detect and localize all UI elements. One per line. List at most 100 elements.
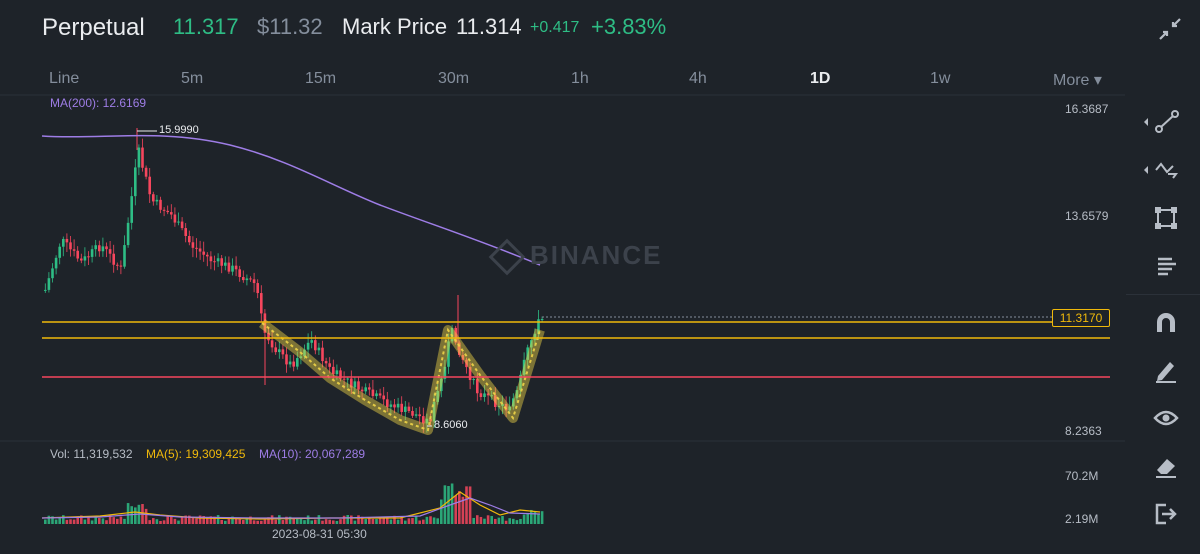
volume-bar	[306, 515, 310, 524]
volume-bar	[353, 520, 357, 524]
binance-logo-icon	[488, 238, 526, 276]
eraser-icon	[1156, 459, 1176, 478]
chart-header: Perpetual 11.317 $11.32 Mark Price 11.31…	[0, 0, 1200, 56]
candle-body	[386, 399, 389, 407]
candle-body	[47, 278, 51, 290]
tool-exit[interactable]	[1126, 494, 1200, 534]
volume-bar	[112, 517, 115, 524]
volume-bar	[206, 517, 209, 524]
candle-body	[368, 387, 371, 390]
volume-bar	[440, 499, 443, 524]
candle-body	[184, 228, 187, 236]
high-annotation: 15.9990	[159, 124, 199, 136]
tab-1d[interactable]: 1D	[810, 70, 831, 87]
candle-body	[436, 391, 439, 402]
volume-bar	[371, 518, 375, 524]
candle-body	[483, 393, 486, 398]
tab-more[interactable]: More ▾	[1053, 72, 1102, 89]
volume-bar	[152, 518, 155, 524]
volume-bar	[173, 518, 177, 524]
volume-bar	[54, 519, 58, 524]
volume-bar	[414, 516, 418, 524]
volume-bar	[530, 509, 533, 524]
candle-body	[44, 289, 47, 291]
volume-bar	[314, 519, 317, 524]
candle-body	[378, 393, 382, 396]
candle-body	[479, 393, 483, 398]
volume-bar	[324, 519, 328, 524]
tab-1h[interactable]: 1h	[571, 70, 589, 87]
candle-body	[220, 258, 223, 266]
volume-bar	[519, 518, 522, 524]
tool-visibility[interactable]	[1126, 398, 1200, 438]
candle-body	[108, 249, 112, 254]
volume-bar	[220, 519, 223, 524]
tab-line[interactable]: Line	[49, 70, 80, 87]
candle-body	[328, 363, 331, 367]
candle-body	[148, 176, 151, 195]
candle-body	[540, 319, 544, 321]
tool-pencil[interactable]	[1126, 350, 1200, 390]
trendline-icon	[1144, 110, 1179, 133]
volume-bar	[472, 517, 475, 524]
candle-body	[440, 378, 443, 392]
candle-body	[476, 379, 479, 394]
candle-body	[296, 358, 299, 367]
tool-rectangle[interactable]	[1126, 198, 1200, 238]
volume-bar	[62, 515, 65, 524]
tab-1w[interactable]: 1w	[930, 70, 951, 87]
candle-body	[353, 381, 357, 388]
candle-body	[364, 387, 367, 392]
candle-body	[454, 327, 457, 343]
volume-bar	[407, 518, 411, 524]
volume-bar	[476, 515, 479, 524]
candle-body	[267, 332, 270, 341]
candle-body	[116, 264, 119, 266]
volume-bar	[537, 513, 540, 524]
price-axis-top: 16.3687	[1065, 102, 1109, 116]
tool-text-lines[interactable]	[1126, 246, 1200, 286]
candle-body	[393, 404, 396, 408]
candle-body	[94, 245, 97, 250]
volume-bar	[479, 516, 483, 524]
candle-body	[350, 378, 353, 388]
candle-body	[371, 389, 375, 397]
usd-price: $11.32	[257, 14, 323, 39]
price-change: +0.417	[530, 19, 580, 36]
volume-bar	[134, 507, 137, 524]
volume-bar	[465, 486, 468, 524]
tool-trendline[interactable]	[1126, 102, 1200, 142]
candle-body	[126, 222, 130, 246]
volume-bar	[317, 515, 321, 524]
volume-bar	[65, 519, 69, 524]
volume-bar	[508, 518, 511, 524]
tool-eraser[interactable]	[1126, 446, 1200, 486]
price-chart[interactable]: MA(200): 12.6169 16.3687 13.6579 8.2363 …	[0, 0, 1125, 554]
price-change-percent: +3.83%	[591, 14, 667, 39]
tab-5m[interactable]: 5m	[181, 70, 204, 87]
candle-body	[465, 359, 468, 368]
tab-4h[interactable]: 4h	[689, 70, 707, 87]
highlighter-pattern-core	[261, 322, 541, 432]
volume-bar	[429, 516, 432, 524]
collapse-button[interactable]	[1155, 14, 1185, 44]
candle-body	[522, 359, 526, 375]
tool-multi-line[interactable]	[1126, 150, 1200, 190]
candle-body	[51, 268, 54, 279]
volume-bar	[368, 517, 371, 524]
tool-magnet[interactable]	[1126, 302, 1200, 342]
candle-body	[105, 246, 108, 250]
chart-canvas[interactable]	[0, 0, 1125, 554]
volume-bar	[274, 519, 277, 524]
candle-body	[224, 262, 227, 266]
tab-15m[interactable]: 15m	[305, 70, 337, 87]
volume-bar	[458, 491, 461, 524]
candle-body	[346, 378, 349, 380]
volume-bar	[432, 517, 436, 524]
volume-bar	[332, 520, 335, 524]
candle-body	[303, 349, 306, 357]
candle-body	[180, 221, 184, 229]
tab-30m[interactable]: 30m	[438, 70, 470, 87]
candle-body	[461, 354, 465, 360]
volume-bar	[346, 515, 349, 524]
